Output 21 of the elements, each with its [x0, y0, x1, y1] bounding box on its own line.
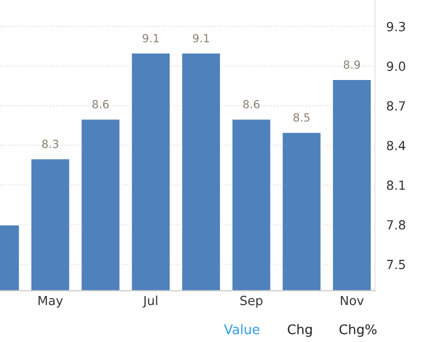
text: Value [224, 324, 260, 334]
y-tick-label: 7.8 [387, 220, 406, 230]
data-label: 8.6 [243, 100, 260, 108]
data-label: 8.9 [344, 60, 360, 69]
y-tick-label: 8.7 [386, 101, 405, 111]
x-tick-label: Nov [340, 296, 364, 306]
text: Chg% [339, 324, 377, 337]
x-tick-label: May [38, 296, 63, 308]
y-tick-label: 8.1 [386, 180, 405, 190]
y-tick-label: 7.5 [387, 260, 405, 270]
data-label: 8.5 [294, 113, 310, 122]
y-tick-label: 9.3 [386, 22, 405, 32]
x-tick-label: Sep [240, 296, 262, 308]
data-label: 8.3 [42, 140, 58, 148]
y-tick-label: 8.4 [386, 140, 406, 150]
text: Chg [288, 324, 312, 337]
data-label: 9.1 [192, 34, 209, 42]
x-tick-label: Jul [142, 296, 158, 308]
data-label: 8.6 [92, 100, 109, 108]
data-label: 9.1 [142, 34, 159, 42]
y-tick-label: 9.0 [386, 62, 406, 71]
